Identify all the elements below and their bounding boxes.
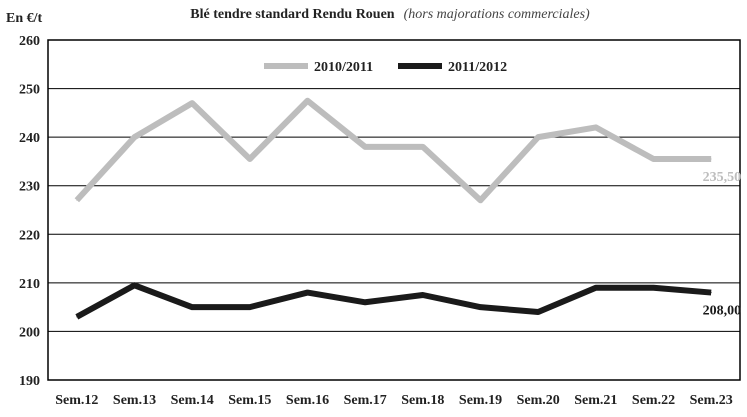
y-tick-label: 250	[19, 83, 40, 98]
data-point	[537, 311, 539, 313]
chart-title-group: Blé tendre standard Rendu Rouen (hors ma…	[190, 5, 590, 22]
data-point	[653, 287, 654, 289]
x-tick-label: Sem.17	[344, 393, 387, 408]
x-tick-label: Sem.21	[574, 393, 617, 408]
data-point	[191, 306, 193, 308]
x-tick-label: Sem.19	[459, 393, 502, 408]
data-point	[595, 287, 597, 289]
series-lines	[74, 97, 712, 320]
gridlines	[48, 88, 740, 332]
plot-area-frame	[47, 39, 741, 381]
y-axis-unit-label: En €/t	[6, 11, 43, 26]
data-point	[249, 158, 251, 160]
chart-subtitle: (hors majorations commerciales)	[404, 7, 590, 22]
y-axis-ticks: 190 200 210 220 230 240 250 260	[19, 34, 40, 389]
x-tick-label: Sem.13	[113, 393, 156, 408]
series-line-2010/2011	[74, 97, 712, 204]
data-point	[76, 316, 78, 318]
x-tick-label: Sem.15	[228, 393, 271, 408]
legend-label: 2011/2012	[448, 60, 507, 75]
y-tick-label: 220	[19, 228, 40, 243]
x-tick-label: Sem.16	[286, 393, 329, 408]
data-point	[134, 284, 135, 286]
x-axis-ticks: Sem.12 Sem.13 Sem.14 Sem.15 Sem.16 Sem.17 Sem.…	[55, 393, 733, 408]
x-tick-label: Sem.14	[171, 393, 214, 408]
data-point	[595, 126, 597, 128]
y-tick-label: 210	[19, 277, 40, 292]
data-point	[653, 158, 654, 160]
data-point	[364, 146, 366, 148]
y-tick-label: 190	[19, 374, 40, 389]
data-point	[249, 306, 251, 308]
x-tick-label: Sem.20	[517, 393, 560, 408]
end-labels: 235,50 208,00	[703, 170, 742, 319]
data-point	[76, 199, 78, 201]
data-point	[480, 306, 481, 308]
x-tick-label: Sem.23	[690, 393, 733, 408]
end-value-label: 235,50	[703, 170, 742, 185]
data-point	[307, 292, 308, 294]
chart-title: Blé tendre standard Rendu Rouen	[190, 7, 395, 22]
data-point	[191, 102, 193, 104]
y-tick-label: 200	[19, 325, 40, 340]
data-point	[134, 136, 135, 138]
data-point	[710, 292, 712, 294]
x-tick-label: Sem.22	[632, 393, 675, 408]
data-point	[710, 158, 712, 160]
data-point	[537, 136, 539, 138]
data-point	[364, 301, 366, 303]
x-tick-label: Sem.12	[55, 393, 98, 408]
legend-label: 2010/2011	[314, 60, 373, 75]
data-point	[422, 294, 424, 296]
x-tick-label: Sem.18	[401, 393, 444, 408]
data-point	[307, 100, 308, 102]
y-tick-label: 230	[19, 180, 40, 195]
data-point	[422, 146, 424, 148]
legend: 2010/2011 2011/2012	[264, 60, 507, 75]
y-tick-label: 260	[19, 34, 40, 49]
end-value-label: 208,00	[703, 304, 742, 319]
series-line-2011/2012	[75, 282, 712, 320]
y-tick-label: 240	[19, 131, 40, 146]
data-point	[480, 199, 481, 201]
